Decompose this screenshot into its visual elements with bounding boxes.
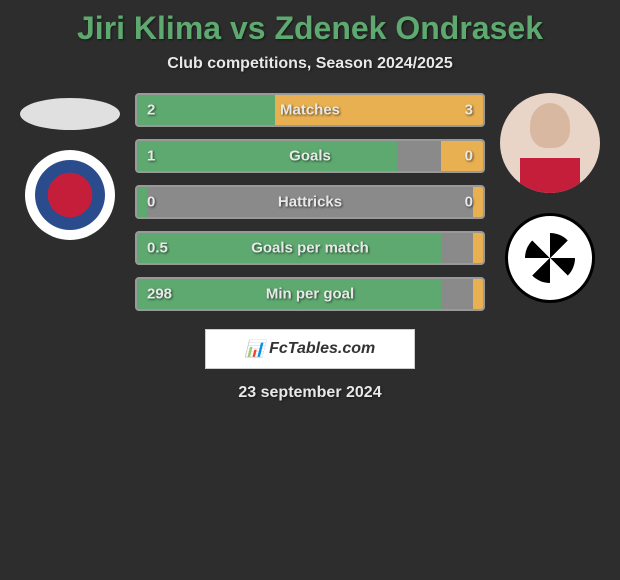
stat-bar-left: [137, 95, 275, 125]
stat-value-right: 0: [465, 148, 473, 165]
stat-row: 2 Matches 3: [135, 93, 485, 127]
stat-label: Goals per match: [251, 240, 369, 257]
stat-row: 0 Hattricks 0: [135, 185, 485, 219]
stat-label: Matches: [280, 102, 340, 119]
stat-bar-right: [441, 141, 483, 171]
team-right-badge: [505, 213, 595, 303]
left-player-column: [15, 93, 125, 240]
subtitle: Club competitions, Season 2024/2025: [0, 55, 620, 73]
stat-value-left: 0: [147, 194, 155, 211]
player-left-avatar: [20, 98, 120, 130]
stat-bar-right: [473, 187, 483, 217]
stat-value-left: 0.5: [147, 240, 168, 257]
team-left-badge: [25, 150, 115, 240]
stat-row: 298 Min per goal: [135, 277, 485, 311]
stat-row: 0.5 Goals per match: [135, 231, 485, 265]
stat-value-left: 1: [147, 148, 155, 165]
stat-label: Min per goal: [266, 286, 354, 303]
stat-row: 1 Goals 0: [135, 139, 485, 173]
stat-value-left: 298: [147, 286, 172, 303]
stat-bar-left: [137, 187, 147, 217]
stat-bar-left: [137, 141, 397, 171]
stat-label: Hattricks: [278, 194, 342, 211]
stat-bar-right: [473, 233, 483, 263]
stat-bar-right: [473, 279, 483, 309]
player-right-avatar: [500, 93, 600, 193]
stat-value-right: 3: [465, 102, 473, 119]
footer-date: 23 september 2024: [0, 384, 620, 402]
page-title: Jiri Klima vs Zdenek Ondrasek: [0, 10, 620, 47]
stat-label: Goals: [289, 148, 331, 165]
brand-logo: 📊 FcTables.com: [205, 329, 415, 369]
stats-column: 2 Matches 3 1 Goals 0 0 Hattricks 0 0.5 Goals per …: [135, 93, 485, 311]
stat-value-right: 0: [465, 194, 473, 211]
stat-value-left: 2: [147, 102, 155, 119]
right-player-column: [495, 93, 605, 303]
